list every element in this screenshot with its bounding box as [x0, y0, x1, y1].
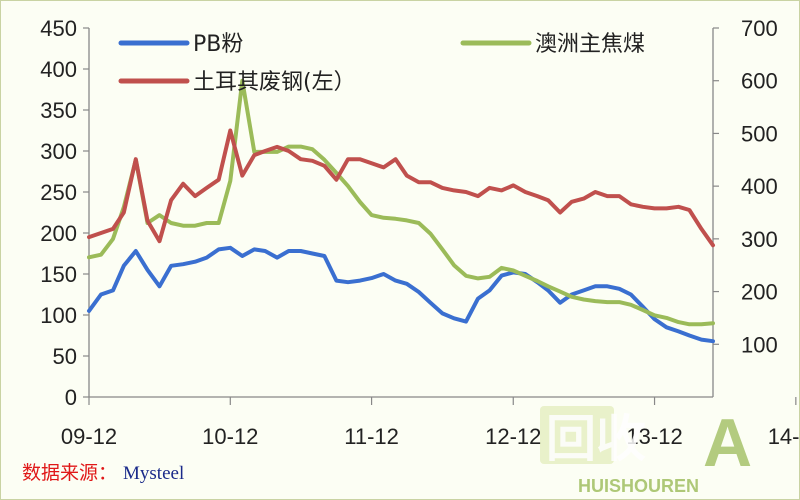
legend-label: 澳洲主焦煤 — [535, 32, 645, 57]
right-axis-tick-label: 500 — [741, 121, 778, 146]
legend-label: PB粉 — [193, 32, 243, 57]
series-line-3 — [87, 128, 715, 248]
x-axis-tick-label: 12-12 — [485, 424, 541, 449]
right-axis-tick-label: 400 — [741, 174, 778, 199]
series-layer — [87, 78, 715, 344]
x-axis-tick-label: 10-12 — [202, 424, 258, 449]
right-axis-tick-label: 600 — [741, 69, 778, 94]
source-label: 数据来源： — [22, 462, 118, 484]
left-axis-tick-label: 200 — [40, 221, 77, 246]
x-axis-tick-label: 14-12 — [768, 424, 799, 449]
right-axis-tick-label: 700 — [741, 16, 778, 41]
right-axis-tick-label: 200 — [741, 280, 778, 305]
watermark-block — [540, 406, 614, 464]
left-axis-tick-label: 350 — [40, 98, 77, 123]
right-axis-tick-label: 100 — [741, 332, 778, 357]
left-axis-tick-label: 250 — [40, 180, 77, 205]
x-axis-tick-label: 09-12 — [61, 424, 117, 449]
axes: 0 50 100 150 200 250 300 350 400 450 100 200 300 400 5… — [40, 16, 799, 449]
watermark-sub: HUISHOUREN — [578, 476, 699, 496]
left-axis-tick-label: 150 — [40, 262, 77, 287]
source-name: Mysteel — [123, 463, 185, 484]
left-axis-tick-label: 50 — [53, 344, 77, 369]
left-axis-tick-label: 300 — [40, 139, 77, 164]
series-line-1 — [87, 245, 715, 344]
x-axis-tick-label: 13-12 — [626, 424, 682, 449]
watermark-main: 回收 — [546, 411, 646, 467]
left-axis-tick-label: 450 — [40, 16, 77, 41]
watermark-letter: A — [703, 405, 752, 481]
x-axis-tick-label: 11-12 — [344, 424, 399, 449]
left-axis-tick-label: 400 — [40, 57, 77, 82]
left-axis-tick-label: 0 — [65, 385, 77, 410]
left-axis-tick-label: 100 — [40, 303, 77, 328]
right-axis-tick-label: 300 — [741, 227, 778, 252]
data-source: 数据来源： Mysteel — [22, 458, 184, 485]
series-line-2 — [87, 78, 715, 327]
watermark-logo: 回收 A HUISHOUREN — [540, 405, 752, 496]
legend-label: 土耳其废钢(左） — [193, 70, 356, 95]
